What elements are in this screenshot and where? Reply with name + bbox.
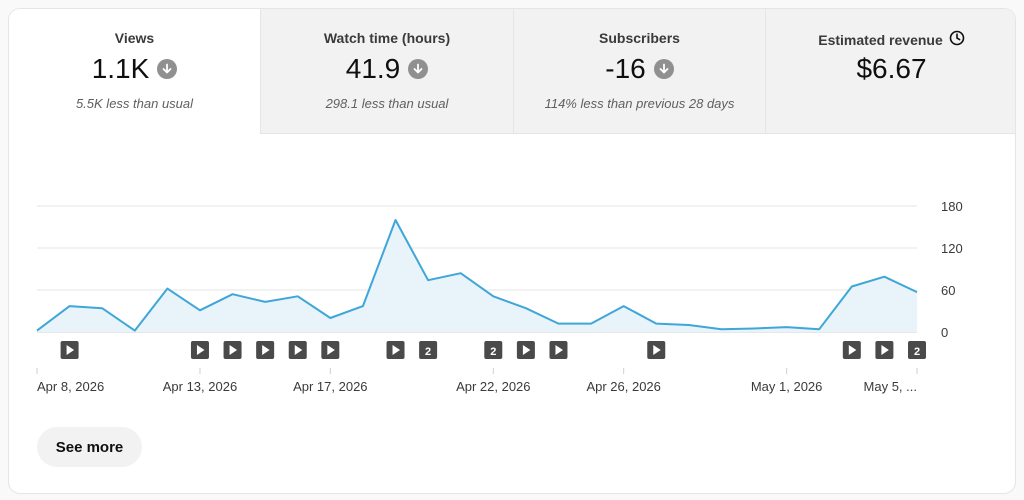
tab-estimated-revenue[interactable]: Estimated revenue $6.67 [765, 9, 1015, 134]
svg-text:2: 2 [425, 346, 431, 358]
tab-value: $6.67 [856, 53, 927, 84]
data-point [719, 327, 723, 331]
play-icon[interactable] [223, 341, 242, 359]
data-point [394, 218, 398, 222]
data-point [817, 327, 821, 331]
x-tick-label: Apr 26, 2026 [586, 379, 660, 394]
metric-tabs: Views 1.1K 5.5K less than usual Watch ti… [9, 9, 1015, 134]
play-icon[interactable] [386, 341, 405, 359]
data-point [361, 304, 365, 308]
data-point [882, 275, 886, 279]
x-tick-label: May 5, ... [864, 379, 917, 394]
play-icon[interactable] [256, 341, 275, 359]
arrow-down-circle-icon [653, 59, 674, 79]
play-icon[interactable] [875, 341, 894, 359]
play-icon[interactable] [516, 341, 535, 359]
play-icon[interactable] [842, 341, 861, 359]
analytics-card: Views 1.1K 5.5K less than usual Watch ti… [8, 8, 1016, 494]
data-point [622, 304, 626, 308]
data-point [524, 306, 528, 310]
data-point [459, 271, 463, 275]
x-tick-label: Apr 17, 2026 [293, 379, 367, 394]
y-tick-label: 120 [941, 241, 963, 256]
x-tick-label: Apr 13, 2026 [163, 379, 237, 394]
y-tick-label: 60 [941, 283, 955, 298]
tab-value: 1.1K [9, 53, 260, 85]
data-point [231, 292, 235, 296]
data-point [296, 294, 300, 298]
clock-icon [949, 30, 965, 49]
x-tick-label: Apr 22, 2026 [456, 379, 530, 394]
tab-title: Subscribers [599, 30, 680, 46]
tab-value: 41.9 [261, 53, 513, 85]
x-tick-label: Apr 8, 2026 [37, 379, 104, 394]
data-point [165, 287, 169, 291]
data-point [491, 294, 495, 298]
tab-title: Views [114, 30, 155, 46]
tab-watch-time[interactable]: Watch time (hours) 41.9 298.1 less than … [260, 9, 513, 134]
data-point [752, 327, 756, 331]
tab-subscribers[interactable]: Subscribers -16 114% less than previous … [513, 9, 765, 134]
data-point [328, 316, 332, 320]
y-tick-label: 0 [941, 325, 948, 340]
data-point [263, 300, 267, 304]
tab-comparison: 298.1 less than usual [325, 96, 449, 111]
arrow-down-circle-icon [157, 59, 178, 79]
data-point [198, 308, 202, 312]
y-tick-label: 180 [941, 199, 963, 214]
data-point [850, 285, 854, 289]
data-point [915, 290, 919, 294]
play-icon[interactable] [549, 341, 568, 359]
data-point [68, 304, 72, 308]
views-chart: 0 60 120 180 2 2 2 Apr 8, 2026 Apr 13, 2026 Apr 1… [9, 134, 1015, 434]
play-icon[interactable] [288, 341, 307, 359]
x-tick-label: May 1, 2026 [751, 379, 823, 394]
tab-comparison: 5.5K less than usual [75, 96, 194, 111]
data-point [556, 322, 560, 326]
upload-count-marker[interactable]: 2 [419, 341, 438, 359]
play-icon[interactable] [190, 341, 209, 359]
data-point [589, 322, 593, 326]
data-point [100, 306, 104, 310]
data-point [426, 278, 430, 282]
upload-count-marker[interactable]: 2 [484, 341, 503, 359]
data-point [687, 323, 691, 327]
svg-text:2: 2 [914, 346, 920, 358]
tab-views[interactable]: Views 1.1K 5.5K less than usual [9, 9, 260, 134]
data-point [654, 322, 658, 326]
data-point [35, 329, 39, 333]
arrow-down-circle-icon [408, 59, 429, 79]
chart-svg: 0 60 120 180 2 2 2 Apr 8, 2026 Apr 13, 2026 Apr 1… [35, 199, 963, 394]
data-point [785, 325, 789, 329]
data-point [133, 329, 137, 333]
series-line [36, 219, 918, 332]
tab-comparison: 114% less than previous 28 days [544, 96, 735, 111]
play-icon[interactable] [647, 341, 666, 359]
series-area [37, 220, 917, 332]
tab-value: -16 [514, 53, 765, 85]
tab-title: Estimated revenue [766, 30, 1015, 49]
upload-count-marker[interactable]: 2 [908, 341, 926, 359]
play-icon[interactable] [321, 341, 340, 359]
see-more-button[interactable]: See more [37, 427, 142, 467]
tab-title: Watch time (hours) [323, 30, 451, 46]
svg-text:2: 2 [490, 346, 496, 358]
play-icon[interactable] [60, 341, 79, 359]
